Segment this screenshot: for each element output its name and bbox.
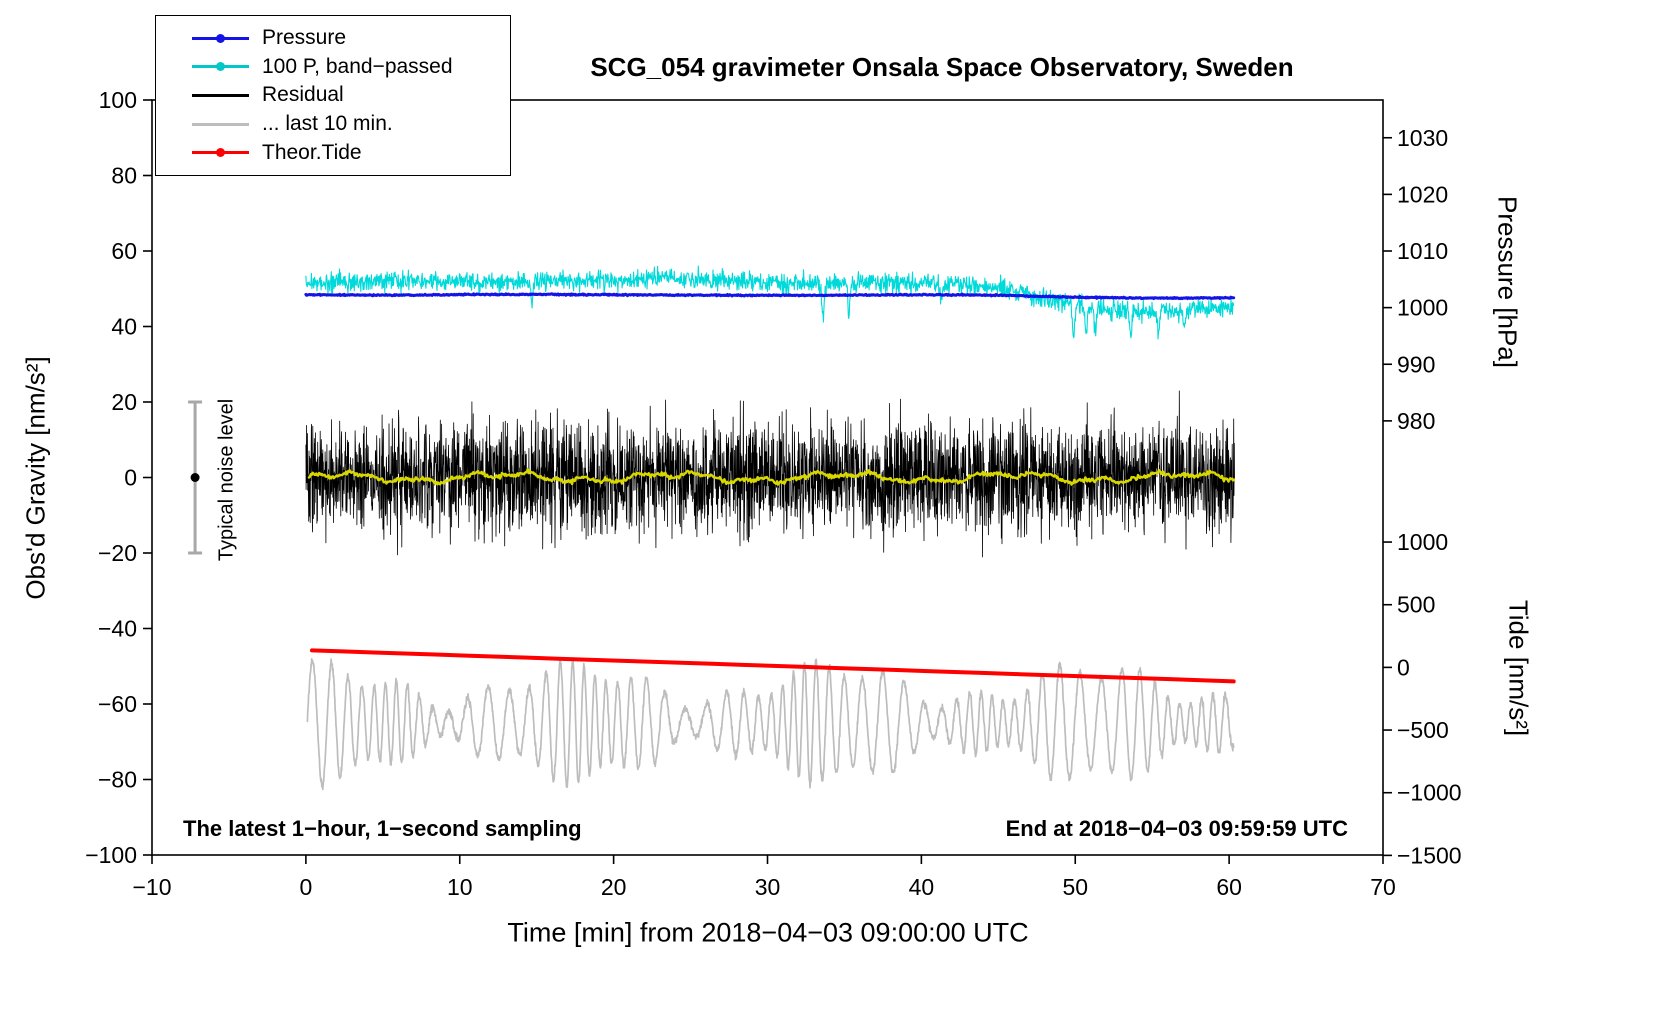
legend-marker-dot bbox=[216, 148, 225, 158]
series-last-10-min bbox=[306, 658, 1235, 791]
tide-tick-label: −1500 bbox=[1397, 842, 1462, 868]
pressure-tick-label: 1010 bbox=[1397, 238, 1448, 264]
x-tick-label: −10 bbox=[132, 874, 171, 900]
series-residual-10-min-mean bbox=[307, 468, 1235, 486]
x-tick-label: 20 bbox=[601, 874, 627, 900]
gravity-tick-label: 0 bbox=[124, 465, 137, 491]
legend-line-marker bbox=[192, 81, 249, 110]
tide-tick-label: −1000 bbox=[1397, 780, 1462, 806]
noise-bar-dot bbox=[190, 473, 200, 482]
sampling-annotation: The latest 1−hour, 1−second sampling bbox=[183, 816, 582, 841]
x-tick-label: 70 bbox=[1370, 874, 1396, 900]
x-tick-label: 0 bbox=[299, 874, 312, 900]
gravity-tick-label: −60 bbox=[98, 691, 137, 717]
legend-entry-label: Residual bbox=[262, 83, 344, 107]
gravity-tick-label: −80 bbox=[98, 767, 137, 793]
x-tick-label: 30 bbox=[755, 874, 781, 900]
pressure-tick-label: 1020 bbox=[1397, 181, 1448, 207]
legend-line-dot-marker bbox=[192, 24, 249, 53]
legend: Pressure 100 P, band−passed Residual ... la… bbox=[155, 15, 511, 176]
series-pressure bbox=[304, 292, 1236, 301]
gravity-tick-label: −40 bbox=[98, 616, 137, 642]
legend-entry-label: Theor.Tide bbox=[262, 140, 362, 164]
series-residual bbox=[305, 390, 1235, 558]
series-theor-tide bbox=[310, 648, 1236, 684]
x-tick-label: 10 bbox=[447, 874, 473, 900]
time-axis-label: Time [min] from 2018−04−03 09:00:00 UTC bbox=[507, 917, 1029, 948]
tide-axis-label: Tide [nm/s²] bbox=[1503, 599, 1534, 737]
noise-level-label: Typical noise level bbox=[215, 398, 238, 562]
legend-line-dot-marker bbox=[192, 138, 249, 167]
end-time-annotation: End at 2018−04−03 09:59:59 UTC bbox=[1005, 816, 1348, 841]
legend-entry: 100 P, band−passed bbox=[156, 53, 510, 82]
legend-line-marker bbox=[192, 110, 249, 139]
pressure-tick-label: 1030 bbox=[1397, 125, 1448, 151]
legend-marker-line bbox=[192, 93, 249, 97]
legend-entry: Pressure bbox=[156, 24, 510, 53]
x-tick-label: 50 bbox=[1062, 874, 1088, 900]
legend-entry: ... last 10 min. bbox=[156, 110, 510, 139]
pressure-tick-label: 980 bbox=[1397, 408, 1435, 434]
pressure-axis-label: Pressure [hPa] bbox=[1492, 196, 1523, 368]
gravity-axis-label: Obs'd Gravity [nm/s²] bbox=[20, 356, 51, 600]
legend-entry-label: Pressure bbox=[262, 26, 347, 50]
legend-marker-dot bbox=[216, 33, 225, 43]
gravity-tick-label: 60 bbox=[111, 238, 137, 264]
legend-line-dot-marker bbox=[192, 53, 249, 82]
chart-title: SCG_054 gravimeter Onsala Space Observat… bbox=[590, 52, 1294, 82]
gravity-tick-label: −20 bbox=[98, 540, 137, 566]
legend-entry: Theor.Tide bbox=[156, 138, 510, 167]
gravity-tick-label: −100 bbox=[85, 842, 137, 868]
tide-tick-label: −500 bbox=[1397, 717, 1449, 743]
legend-entry-label: ... last 10 min. bbox=[262, 112, 393, 136]
legend-entry-label: 100 P, band−passed bbox=[262, 54, 453, 78]
series-100-p-band-passed bbox=[305, 265, 1235, 340]
gravity-tick-label: 80 bbox=[111, 163, 137, 189]
gravity-tick-label: 20 bbox=[111, 389, 137, 415]
gravity-tick-label: 100 bbox=[99, 87, 137, 113]
pressure-tick-label: 990 bbox=[1397, 351, 1435, 377]
x-tick-label: 60 bbox=[1216, 874, 1242, 900]
gravity-tick-label: 40 bbox=[111, 314, 137, 340]
legend-marker-dot bbox=[216, 62, 225, 72]
tide-tick-label: 0 bbox=[1397, 654, 1410, 680]
tide-tick-label: 1000 bbox=[1397, 529, 1448, 555]
x-tick-label: 40 bbox=[909, 874, 935, 900]
legend-entries: Pressure 100 P, band−passed Residual ... la… bbox=[156, 24, 510, 167]
legend-marker-line bbox=[192, 122, 249, 126]
pressure-tick-label: 1000 bbox=[1397, 295, 1448, 321]
legend-entry: Residual bbox=[156, 81, 510, 110]
tide-tick-label: 500 bbox=[1397, 592, 1435, 618]
